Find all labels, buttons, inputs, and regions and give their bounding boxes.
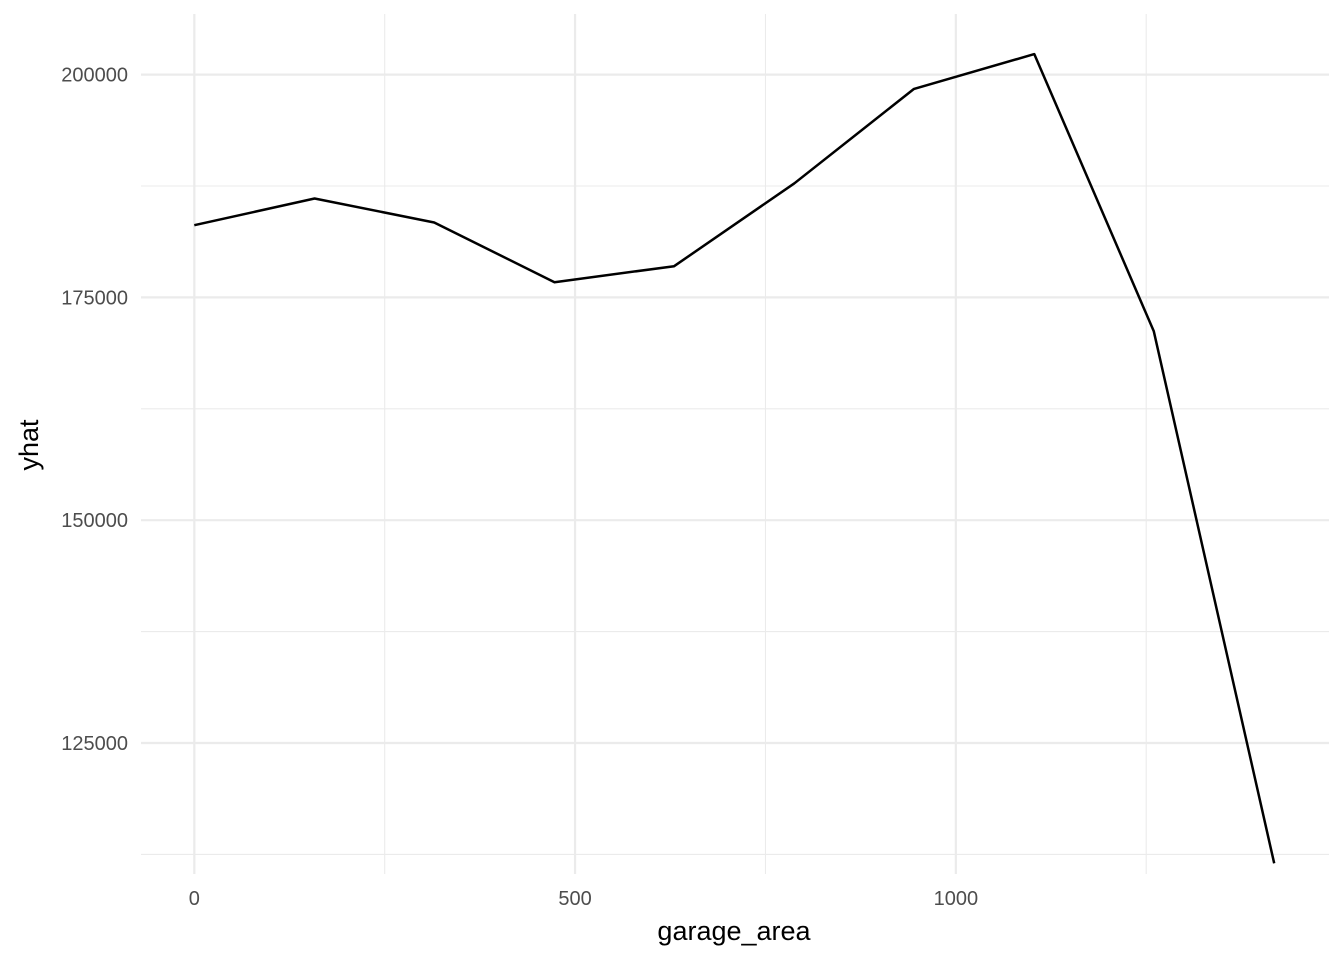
minor-gridlines [141, 14, 1329, 874]
x-tick-label: 500 [558, 888, 591, 910]
y-tick-label: 125000 [61, 733, 128, 755]
y-axis-title: yhat [14, 419, 44, 471]
y-tick-label: 150000 [61, 510, 128, 532]
y-tick-label: 200000 [61, 65, 128, 87]
major-gridlines [141, 14, 1329, 874]
series-line [194, 52, 1276, 864]
y-tick-labels: 125000 150000 175000 200000 [61, 65, 128, 755]
series-layer [194, 52, 1276, 864]
x-tick-label: 1000 [934, 888, 979, 910]
y-tick-label: 175000 [61, 287, 128, 309]
x-tick-label: 0 [189, 888, 200, 910]
x-axis-title: garage_area [657, 916, 811, 946]
x-tick-labels: 0 500 1000 [189, 888, 978, 910]
